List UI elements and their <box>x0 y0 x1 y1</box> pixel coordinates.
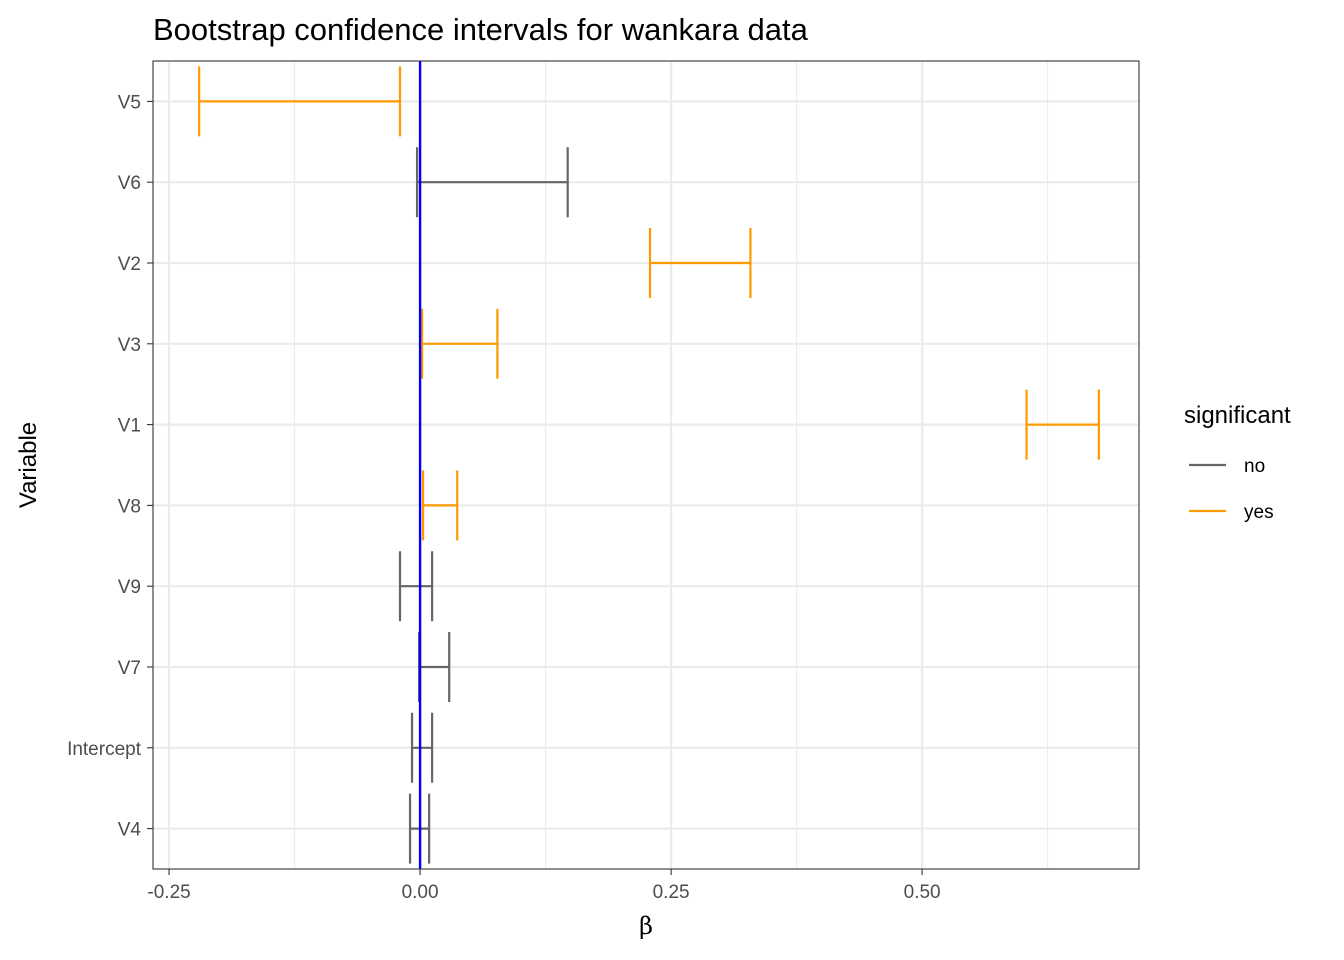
interval-bars <box>198 66 1100 864</box>
y-axis-ticks: V4 Intercept V7 V9 V8 V1 V3 V2 V6 V5 <box>67 92 153 841</box>
x-tick-label: 0.00 <box>402 882 439 903</box>
legend: significant no yes <box>1184 402 1291 523</box>
legend-label-yes: yes <box>1244 502 1274 523</box>
x-tick-label: -0.25 <box>147 882 190 903</box>
minor-gridlines <box>294 61 1049 869</box>
y-tick-label: V5 <box>118 92 141 113</box>
panel-border <box>152 60 1140 870</box>
chart-title: Bootstrap confidence intervals for wanka… <box>153 12 809 47</box>
legend-label-no: no <box>1244 456 1265 477</box>
x-tick-label: 0.50 <box>904 882 941 903</box>
x-tick-label: 0.25 <box>653 882 690 903</box>
legend-title: significant <box>1184 402 1291 429</box>
interval-v8 <box>421 470 459 541</box>
interval-v2 <box>648 228 752 298</box>
interval-v7 <box>417 632 451 702</box>
y-axis-title: Variable <box>15 422 42 508</box>
y-tick-label: V8 <box>118 496 141 517</box>
y-tick-label: V9 <box>118 577 141 598</box>
x-axis-title: β <box>639 912 653 940</box>
interval-v6 <box>415 147 569 218</box>
y-tick-label: V4 <box>118 820 142 841</box>
interval-intercept <box>410 712 434 783</box>
interval-v3 <box>420 308 499 379</box>
x-axis-ticks: -0.25 0.00 0.25 0.50 <box>147 869 941 903</box>
y-tick-label: Intercept <box>67 739 142 760</box>
y-tick-label: V1 <box>118 416 141 437</box>
y-tick-label: V7 <box>118 658 141 679</box>
major-gridlines <box>153 61 1139 869</box>
y-tick-label: V6 <box>118 173 141 194</box>
y-tick-label: V2 <box>118 254 141 275</box>
interval-v9 <box>398 551 434 622</box>
interval-v1 <box>1025 389 1100 460</box>
interval-v5 <box>198 66 402 137</box>
legend-entries: no yes <box>1189 456 1274 523</box>
y-tick-label: V3 <box>118 335 141 356</box>
